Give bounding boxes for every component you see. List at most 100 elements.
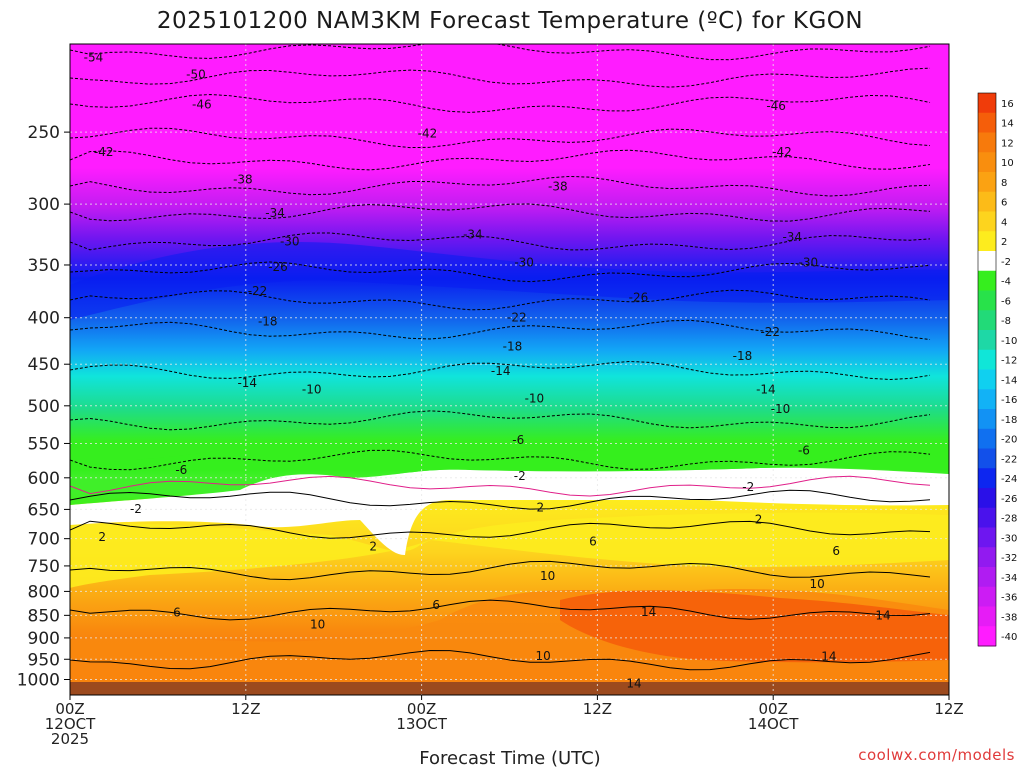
pressure-tick-label: 350 — [28, 256, 60, 276]
colorbar-swatch — [978, 211, 996, 232]
isotherm-label: -10 — [525, 392, 545, 406]
isotherm-label: -42 — [418, 127, 438, 141]
isotherm-line — [70, 520, 931, 539]
temperature-field — [70, 44, 949, 695]
white-freezing-band — [70, 467, 949, 556]
isotherm-label: -42 — [94, 145, 114, 159]
isotherm-label: 6 — [432, 598, 440, 612]
time-tick-label: 00Z — [407, 700, 436, 718]
isotherm-line — [70, 560, 931, 581]
isotherm-label: -34 — [782, 230, 802, 244]
colorbar-frame — [977, 92, 997, 647]
isotherm-label: -30 — [514, 256, 534, 270]
colorbar-tick-label: 14 — [1001, 119, 1014, 130]
isotherm-label: -2 — [742, 480, 754, 494]
isotherm-label: -54 — [84, 51, 104, 65]
colorbar-tick-label: -28 — [1001, 514, 1017, 525]
colorbar-swatch — [978, 409, 996, 430]
colorbar-tick-label: 4 — [1001, 217, 1007, 228]
time-tick-label: 2025 — [51, 730, 89, 748]
isotherm-label: -6 — [798, 444, 810, 458]
isotherm-line — [70, 289, 931, 311]
pressure-axis: 250 300 350 400 450 500 550 600 650 700 750 800 850 9… — [17, 123, 70, 691]
isotherm-label: -46 — [766, 99, 786, 113]
isotherm-label: -38 — [548, 180, 568, 194]
pressure-tick-label: 300 — [28, 195, 60, 215]
isotherm-label: -6 — [175, 463, 187, 477]
surface-terrain-strip — [70, 682, 949, 695]
isotherm-label: 6 — [832, 544, 840, 558]
isotherm-label: -22 — [760, 325, 780, 339]
colorbar-tick-label: -8 — [1001, 316, 1011, 327]
colorbar-swatch — [978, 290, 996, 311]
colorbar-swatch — [978, 132, 996, 153]
pressure-tick-label: 250 — [28, 123, 60, 143]
pressure-tick-label: 500 — [28, 397, 60, 417]
isotherm-label: 2 — [369, 539, 377, 553]
isotherm-line — [70, 203, 931, 222]
isotherm-line — [70, 93, 931, 113]
colorbar-swatch — [978, 606, 996, 627]
isotherm-label: -22 — [248, 284, 268, 298]
isotherm-label: -2 — [130, 502, 142, 516]
gridlines — [70, 44, 949, 695]
credit-link[interactable]: coolwx.com/models — [858, 746, 1015, 764]
x-axis-label: Forecast Time (UTC) — [419, 748, 600, 768]
isotherm-label: -38 — [233, 173, 253, 187]
isotherm-line — [70, 649, 931, 671]
plot-area: -54 -50 -46 -42 -42 -42 -46 -38 -38 -34 -34 -34 -30 -… — [70, 44, 949, 695]
pressure-tick-label: 400 — [28, 309, 60, 329]
isotherm-label: -46 — [192, 97, 212, 111]
isotherm-line — [70, 149, 931, 171]
isotherm-label: 10 — [536, 649, 551, 663]
colorbar-tick-label: 2 — [1001, 237, 1007, 248]
colorbar-swatch — [978, 152, 996, 173]
colorbar-swatch — [978, 93, 996, 114]
isotherm-label: -50 — [186, 67, 206, 81]
colorbar-swatch — [978, 428, 996, 449]
isotherm-label: 2 — [755, 513, 763, 527]
time-tick-label: 00Z — [55, 700, 84, 718]
time-tick-label: 14OCT — [748, 715, 799, 733]
colorbar-swatch — [978, 330, 996, 351]
isotherm-line — [70, 319, 931, 340]
colorbar-tick-label: -24 — [1001, 474, 1017, 485]
isotherm-label: -42 — [772, 145, 792, 159]
isotherm-label: -10 — [302, 383, 322, 397]
colorbar-tick-label: 12 — [1001, 138, 1014, 149]
isotherm-label: 10 — [810, 577, 825, 591]
colorbar-tick-label: -18 — [1001, 415, 1017, 426]
colorbar-tick-label: -32 — [1001, 553, 1017, 564]
isotherm-line — [70, 449, 931, 471]
isotherm-line — [70, 175, 931, 197]
colorbar-swatch — [978, 349, 996, 370]
colorbar-swatch — [978, 172, 996, 193]
isotherm-contours — [70, 44, 931, 671]
pressure-tick-label: 750 — [28, 557, 60, 577]
colorbar-swatch — [978, 567, 996, 588]
pressure-tick-label: 900 — [28, 629, 60, 649]
red-warm-core — [560, 590, 949, 663]
colorbar-swatch — [978, 369, 996, 390]
isotherm-label: -18 — [258, 315, 278, 329]
colorbar-tick-label: -10 — [1001, 336, 1017, 347]
isotherm-line — [70, 489, 931, 510]
isotherm-label: 6 — [173, 606, 181, 620]
pressure-tick-label: 700 — [28, 530, 60, 550]
pressure-tick-label: 600 — [28, 469, 60, 489]
colorbar-swatch — [978, 488, 996, 509]
isotherm-line — [70, 599, 931, 621]
pressure-tick-label: 450 — [28, 355, 60, 375]
isotherm-line — [70, 127, 931, 149]
colorbar-tick-label: -38 — [1001, 612, 1017, 623]
colorbar-swatch — [978, 270, 996, 291]
isotherm-label: 14 — [641, 605, 656, 619]
isotherm-label: -18 — [503, 339, 523, 353]
isotherm-label: -26 — [629, 290, 649, 304]
isotherm-line — [70, 261, 931, 283]
isotherm-label: -34 — [463, 227, 483, 241]
colorbar-swatch — [978, 507, 996, 528]
time-tick-label: 12OCT — [45, 715, 96, 733]
